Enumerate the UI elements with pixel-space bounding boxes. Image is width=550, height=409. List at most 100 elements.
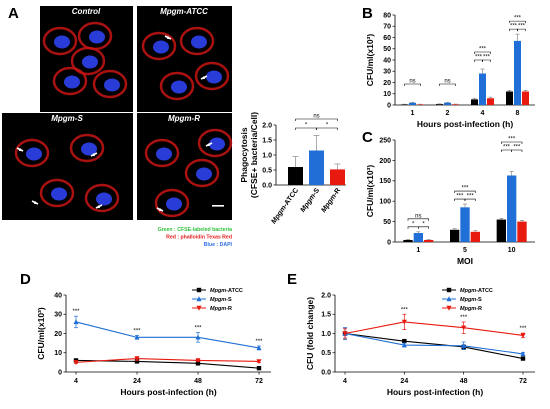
chart-e-point (520, 351, 526, 357)
chart-e-legend-label-suffix: -R (476, 306, 482, 312)
chart-d-legend-label: Mpgm-S (210, 297, 232, 303)
chart-d-legend-label-prefix: Mpgm (210, 288, 226, 294)
chart-e-xtick-label: 48 (460, 378, 468, 385)
arrow-head (167, 36, 171, 39)
chart-e-xtick-label: 4 (343, 378, 347, 385)
chart-e-point (520, 356, 526, 361)
chart-d-legend-marker (196, 287, 202, 293)
nucleus (89, 30, 105, 44)
stain-legend-2: Blue : DAPI (204, 242, 233, 248)
arrow-head (206, 143, 210, 146)
nucleus (206, 70, 222, 84)
chart-e-point (461, 343, 467, 349)
chart-d-point (256, 345, 262, 351)
chart-e-point (520, 333, 526, 339)
chart-b-ytick-label: 60 (383, 35, 391, 42)
micrograph-4 (137, 113, 233, 220)
chart-e-sig: *** (460, 315, 468, 321)
actin-cell (92, 69, 128, 99)
chart-d-legend-label-suffix: -ATCC (226, 288, 243, 294)
nucleus (26, 147, 42, 161)
nucleus (82, 55, 98, 69)
chart-e-legend-marker (446, 305, 452, 311)
chart-d-series-line (75, 359, 260, 369)
nucleus (54, 35, 70, 49)
nucleus (171, 80, 187, 94)
chart-e-legend-label-suffix: -S (476, 297, 482, 303)
chart-e-series-line (344, 332, 524, 355)
micrograph-label-s-suffix: -S (75, 114, 84, 123)
chart-d-legend-label-prefix: Mpgm (210, 306, 226, 312)
chart-d-ytick-label: 10 (54, 350, 62, 357)
nucleus (209, 137, 225, 151)
chart-c-sig-0-a-label: * (412, 221, 415, 227)
chart-c-bar (496, 219, 506, 242)
actin-cell (69, 133, 105, 163)
chart-b-ytick-label: 30 (383, 69, 391, 76)
stain-legend-1: Red : phalloidin Texas Red (166, 235, 232, 241)
chart-a-bar (330, 169, 345, 185)
chart-d-point (195, 361, 201, 366)
chart-d-sig: *** (255, 339, 263, 345)
chart-a-ytick-label: 0.5 (262, 167, 272, 174)
chart-e-xtick-label: 24 (400, 378, 408, 385)
chart-c-sig-0-b-bracket (418, 226, 429, 229)
actin-cell (154, 188, 190, 218)
nucleus (96, 192, 112, 206)
chart-a-xtick-label: Mpgm-ATCC (270, 187, 300, 225)
actin-cell (39, 178, 75, 208)
chart-b-sig-3-b-label: *** (518, 24, 526, 30)
chart-a-sig-0-label: ns (313, 114, 319, 120)
chart-d-legend-label: Mpgm-R (210, 306, 232, 312)
chart-c-sig-2-b-label: *** (513, 145, 521, 151)
chart-d-sig: *** (133, 328, 141, 334)
chart-e-legend-label-suffix: -ATCC (476, 288, 493, 294)
chart-b-sig-2-a-label: *** (475, 55, 483, 61)
chart-c-bar (460, 207, 470, 242)
actin-cell (42, 26, 78, 56)
chart-e-xlabel: Hours post-infection (h) (387, 387, 483, 397)
chart-b-sig-2-outer-label: *** (479, 47, 487, 53)
chart-b-xlabel: Hours post-infection (h) (417, 119, 513, 129)
chart-b-xtick-label: 1 (411, 110, 415, 117)
chart-b-sig-0-outer-label: ns (409, 79, 415, 85)
chart-b-sig-0-outer-bracket (404, 83, 421, 86)
chart-e-legend-marker (446, 287, 452, 293)
chart-c-sig-1-outer-bracket (454, 190, 476, 194)
chart-b-bar (514, 40, 521, 105)
chart-a-xtick-label: Mpgm-S (300, 187, 322, 214)
chart-c-bar (413, 233, 423, 242)
chart-c-sig-2-outer-label: *** (508, 137, 516, 143)
chart-b-ytick-label: 10 (383, 91, 391, 98)
chart-b-sig-3-outer-bracket (509, 20, 526, 24)
chart-c-sig-2-a-label: *** (503, 145, 511, 151)
chart-e-legend-label: Mpgm-R (460, 306, 482, 312)
chart-a-xtick-label-suffix: -R (332, 187, 342, 197)
chart-a-sig-2-bracket (316, 127, 338, 130)
chart-b-sig-2-b-label: *** (483, 55, 491, 61)
actin-cell (70, 46, 106, 76)
chart-b-xtick-label: 2 (446, 110, 450, 117)
actin-cell (184, 158, 220, 188)
nucleus (166, 197, 182, 211)
chart-d-point (134, 359, 140, 364)
chart-b-sig-2-outer-bracket (474, 51, 491, 54)
chart-e-legend-label: Mpgm-ATCC (460, 288, 493, 294)
chart-c-ytick-label: 150 (379, 178, 391, 185)
chart-e-ytick-label: 1.0 (321, 331, 331, 338)
micrograph-label-r-suffix: -R (192, 114, 201, 123)
chart-e-ytick-label: 1.5 (321, 312, 331, 319)
chart-a-xtick-label-suffix: -ATCC (282, 187, 300, 208)
scale-bar (212, 205, 224, 207)
chart-b-bar (487, 98, 494, 105)
chart-b-sig-3-a-label: *** (510, 24, 518, 30)
chart-c-ytick-label: 250 (379, 137, 391, 144)
chart-d-point (256, 359, 262, 365)
chart-e-legend-label-prefix: Mpgm (460, 288, 476, 294)
chart-e-ytick-label: 0.0 (321, 369, 331, 376)
chart-c-bar (403, 239, 413, 242)
